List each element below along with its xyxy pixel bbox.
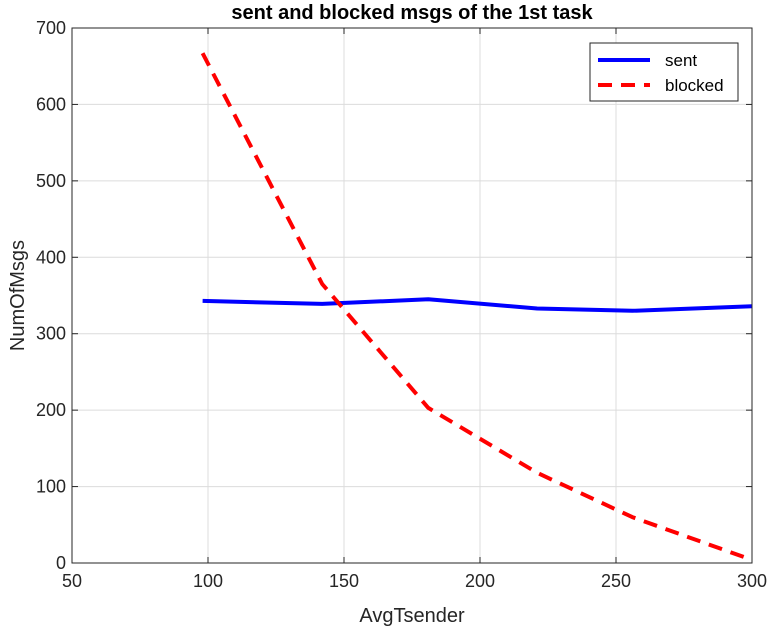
y-axis-label: NumOfMsgs	[7, 240, 29, 351]
y-tick-label: 700	[36, 18, 66, 38]
legend-label-blocked: blocked	[665, 76, 724, 95]
x-tick-label: 100	[193, 571, 223, 591]
y-tick-label: 600	[36, 94, 66, 114]
y-tick-label: 200	[36, 400, 66, 420]
y-tick-label: 500	[36, 171, 66, 191]
legend-label-sent: sent	[665, 51, 697, 70]
x-tick-label: 150	[329, 571, 359, 591]
y-tick-label: 0	[56, 553, 66, 573]
chart-title: sent and blocked msgs of the 1st task	[231, 2, 593, 24]
x-tick-label: 50	[62, 571, 82, 591]
x-tick-label: 250	[601, 571, 631, 591]
y-tick-label: 300	[36, 324, 66, 344]
x-tick-label: 200	[465, 571, 495, 591]
axes-box	[71, 27, 753, 564]
y-tick-label: 100	[36, 477, 66, 497]
legend-box	[589, 42, 739, 102]
series-line-blocked	[200, 52, 753, 562]
grid-lines	[72, 28, 752, 563]
x-axis-label: AvgTsender	[359, 605, 465, 627]
axis-ticks: 50 100 150 200 250 300 0 100 200 300 400 500 600 700	[36, 18, 767, 591]
legend: sent blocked	[589, 42, 739, 102]
x-tick-label: 300	[737, 571, 767, 591]
series-line-sent	[202, 297, 753, 313]
plot-area-series	[200, 52, 753, 562]
y-tick-label: 400	[36, 247, 66, 267]
